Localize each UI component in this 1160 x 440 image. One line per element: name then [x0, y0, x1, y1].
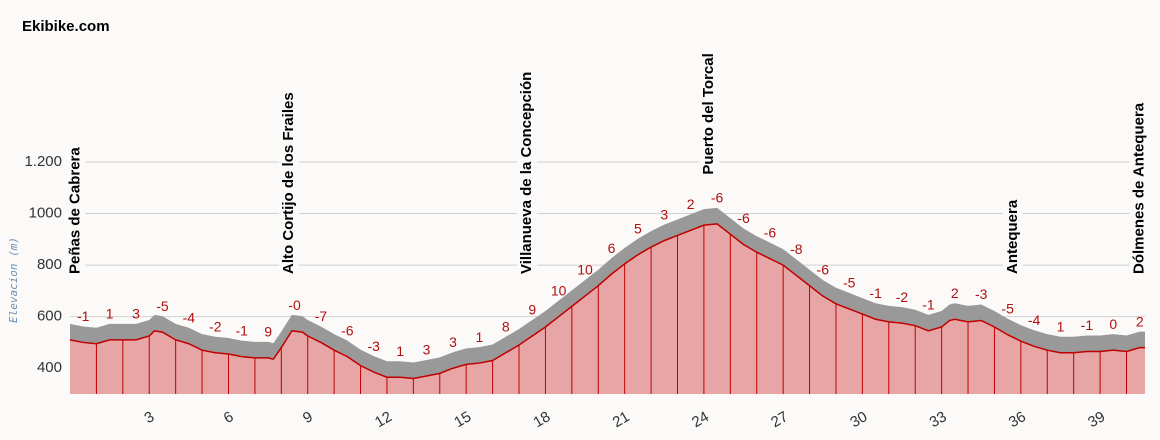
grade-label: -6	[341, 322, 354, 338]
grade-label: -4	[1028, 312, 1041, 328]
grade-label: 2	[951, 285, 959, 301]
grade-label: 1	[1057, 318, 1065, 334]
waypoint-label-bg	[279, 88, 300, 278]
grade-label: 3	[132, 306, 140, 322]
grade-label: -2	[209, 318, 222, 334]
grade-label: -6	[817, 262, 830, 278]
y-tick-label: 1.200	[24, 153, 62, 170]
grade-label: 8	[502, 318, 510, 334]
y-axis-label: Elevacion (m)	[7, 237, 20, 323]
elevation-line	[69, 223, 1145, 380]
waypoint-label-bg	[1129, 98, 1150, 278]
y-tick-label: 800	[37, 256, 62, 273]
x-tick-label: 3	[141, 408, 157, 427]
grade-label: -1	[235, 322, 248, 338]
grade-label: -6	[737, 210, 750, 226]
grade-label: -8	[790, 241, 803, 257]
grade-label: 1	[106, 306, 114, 322]
x-tick-label: 27	[768, 408, 791, 431]
x-tick-label: 9	[300, 408, 316, 427]
grade-label: -4	[183, 309, 196, 325]
x-tick-label: 6	[221, 408, 237, 427]
grade-label: 3	[449, 334, 457, 350]
waypoint-label-bg	[1002, 195, 1023, 278]
waypoint-label: Villanueva de la Concepción	[518, 72, 535, 274]
grade-label: -0	[288, 297, 301, 313]
x-tick-label: 21	[610, 408, 633, 431]
chart-title: Ekibike.com	[22, 18, 110, 35]
waypoint-label: Dólmenes de Antequera	[1131, 102, 1148, 274]
waypoint-label-bg	[699, 49, 720, 179]
grade-label: -7	[315, 308, 328, 324]
waypoint-label: Peñas de Cabrera	[66, 147, 83, 274]
grade-label: 6	[608, 240, 616, 256]
grade-label: -2	[896, 289, 909, 305]
grade-label: -6	[711, 190, 724, 206]
x-tick-label: 15	[451, 408, 474, 431]
grade-label: 10	[551, 282, 567, 298]
grade-label: 1	[475, 329, 483, 345]
x-tick-label: 30	[847, 408, 870, 431]
y-tick-label: 1000	[29, 205, 62, 222]
grade-label: 5	[634, 221, 642, 237]
grade-label: -5	[843, 275, 856, 291]
waypoint-label-bg	[516, 67, 537, 278]
grade-label: 3	[423, 342, 431, 358]
x-tick-label: 36	[1006, 408, 1029, 431]
waypoint-label: Puerto del Torcal	[700, 53, 717, 174]
grade-label: 9	[528, 302, 536, 318]
grade-label: 3	[660, 206, 668, 222]
grade-label: 9	[264, 324, 272, 340]
grade-label: 2	[1136, 313, 1144, 329]
grade-label: -3	[975, 286, 988, 302]
x-tick-label: 12	[372, 408, 395, 431]
x-tick-label: 33	[927, 408, 950, 431]
grade-label: -1	[922, 297, 935, 313]
waypoint-label-bg	[65, 143, 86, 278]
grade-label: -5	[156, 298, 169, 314]
grade-label: -6	[764, 224, 777, 240]
grade-label: -3	[368, 338, 381, 354]
grade-label: 2	[687, 196, 695, 212]
grade-label: -1	[869, 285, 882, 301]
waypoint-label: Antequera	[1004, 199, 1021, 274]
grade-label: 0	[1109, 316, 1117, 332]
y-tick-label: 400	[37, 359, 62, 376]
y-tick-label: 600	[37, 308, 62, 325]
grade-label: 1	[396, 343, 404, 359]
x-tick-label: 24	[689, 408, 712, 431]
waypoint-label: Alto Cortijo de los Frailes	[280, 92, 297, 274]
grade-label: -1	[77, 308, 90, 324]
grade-label: -5	[1001, 300, 1014, 316]
grade-label: 10	[577, 262, 593, 278]
grade-label: -1	[1081, 317, 1094, 333]
x-tick-label: 39	[1085, 408, 1108, 431]
x-tick-label: 18	[530, 408, 553, 431]
elevation-area	[70, 223, 1145, 394]
